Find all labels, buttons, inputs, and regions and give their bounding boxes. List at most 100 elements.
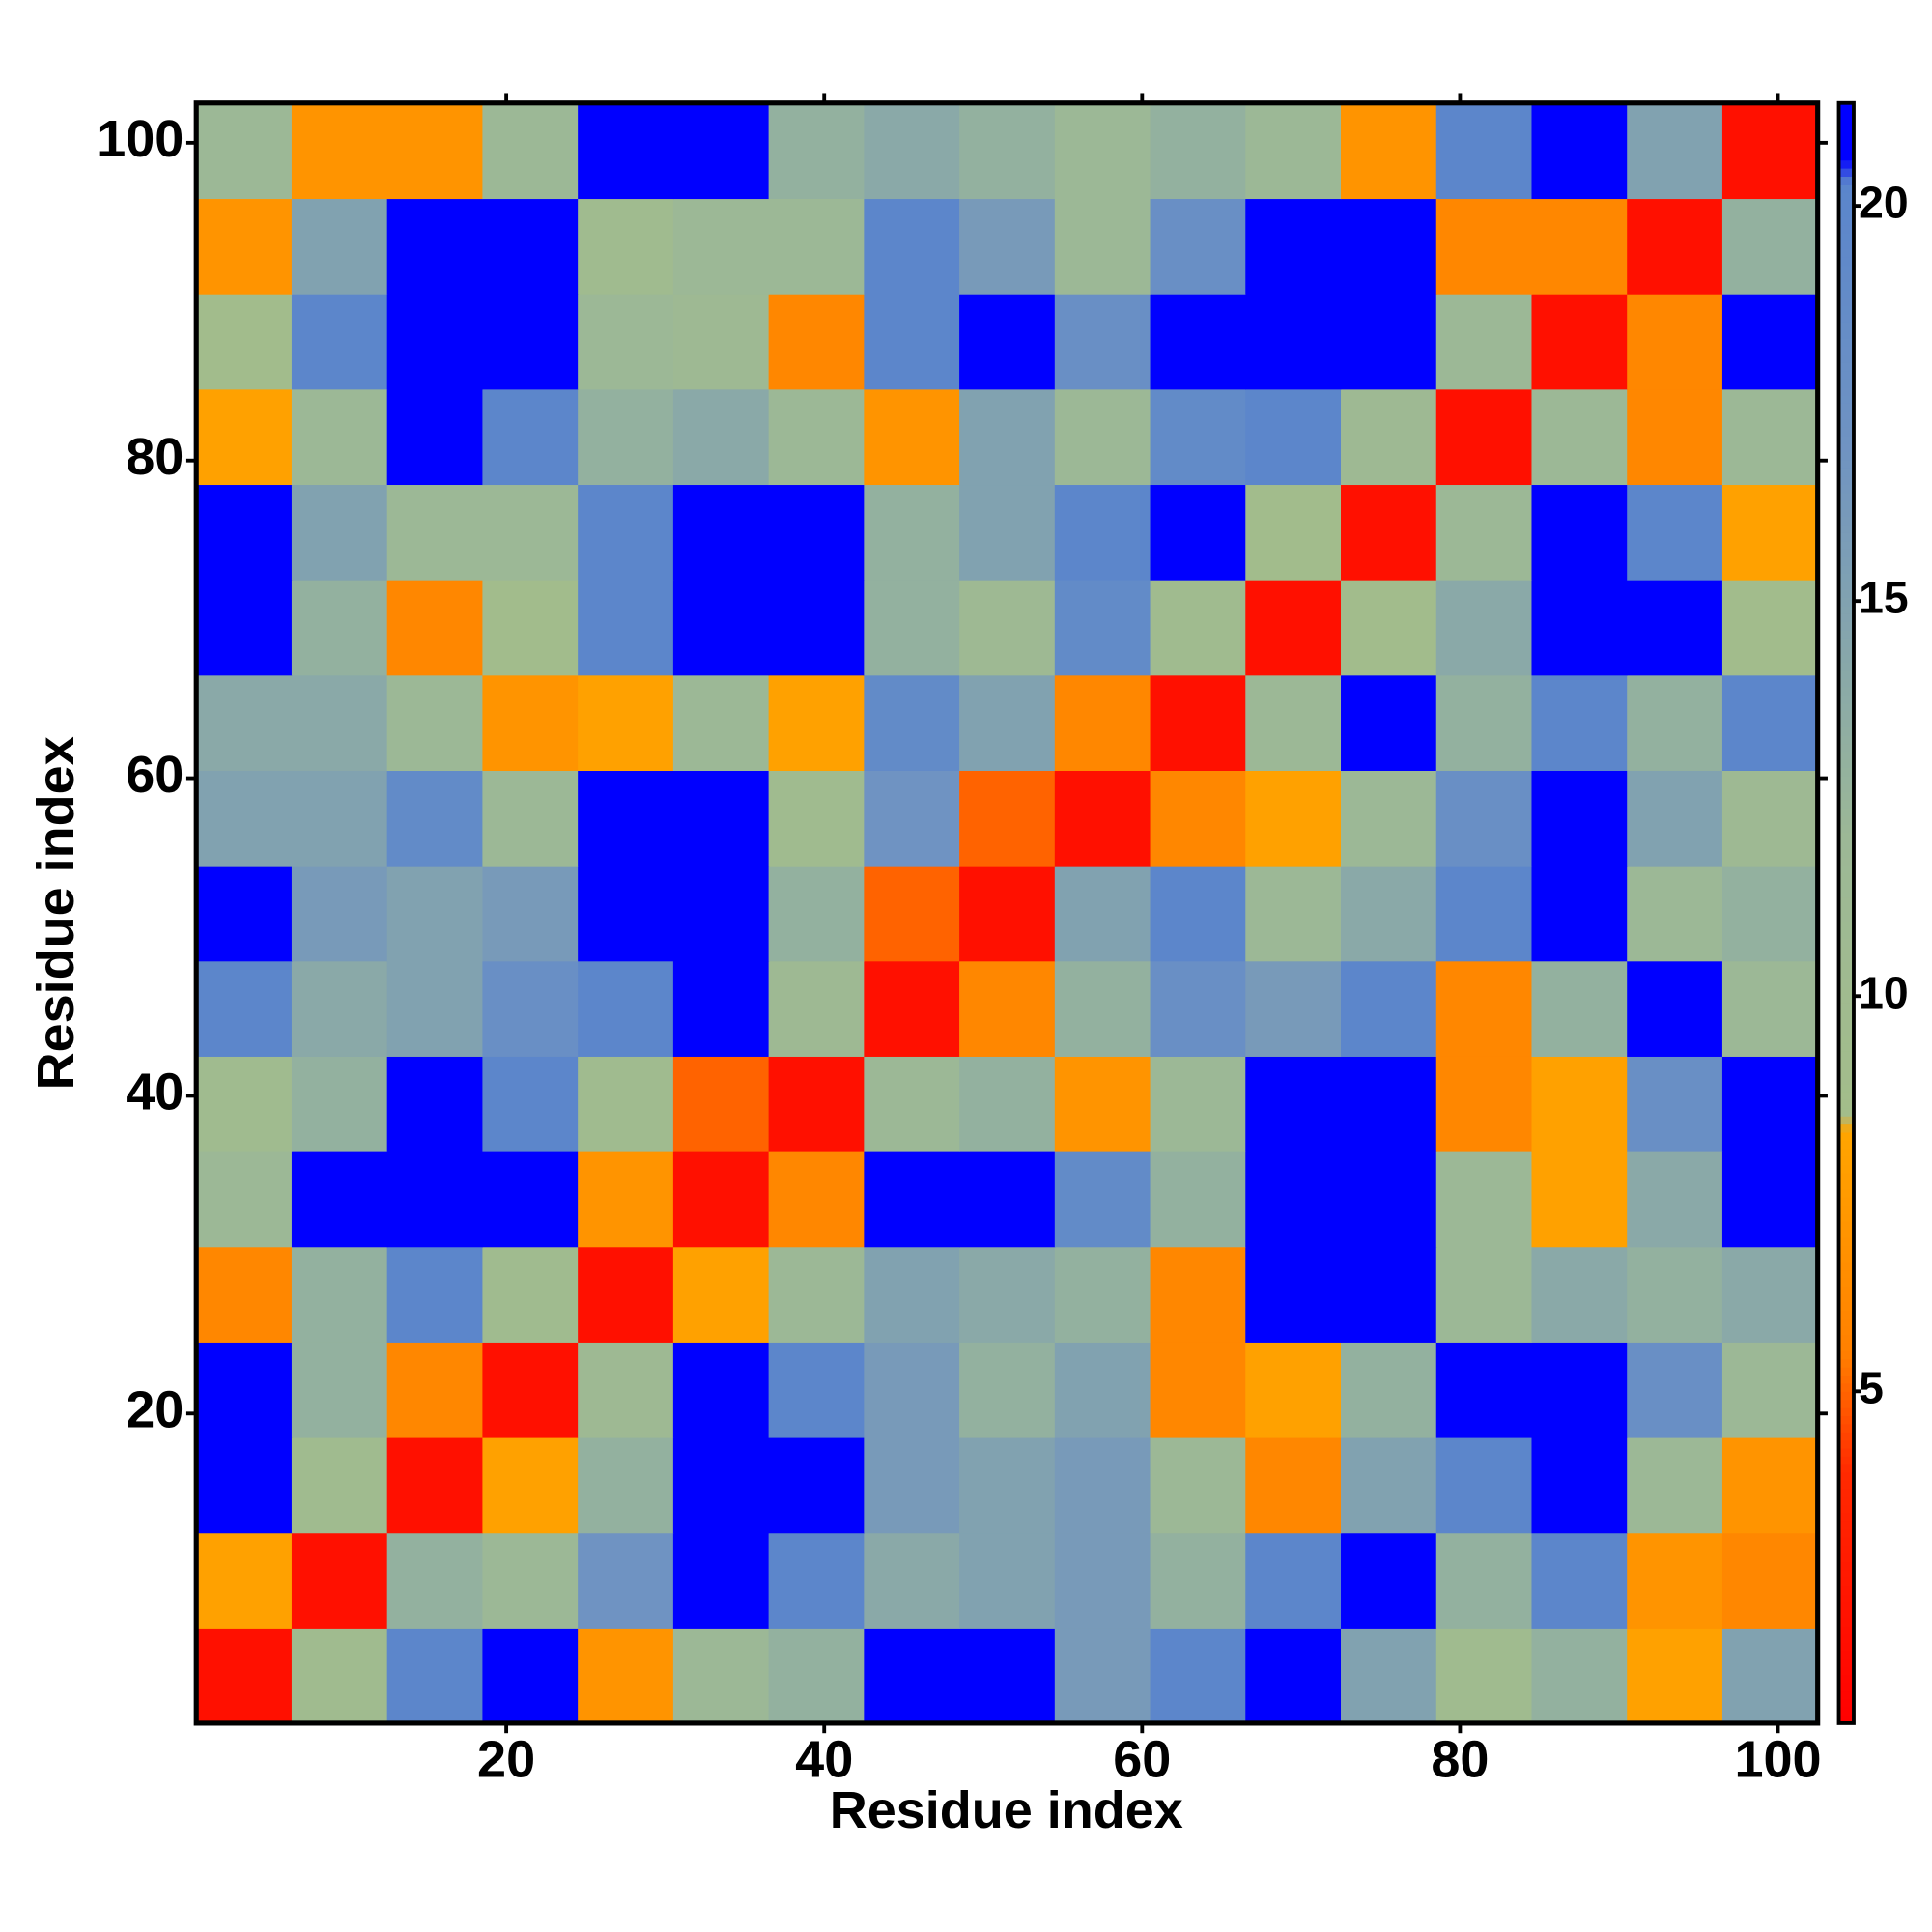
colorbar-segment <box>1838 1050 1854 1061</box>
colorbar-segment <box>1838 1196 1854 1206</box>
heatmap-cell <box>959 294 1056 390</box>
heatmap-cell <box>1341 294 1437 390</box>
heatmap-cell <box>1531 674 1628 771</box>
heatmap-cell <box>386 1342 484 1438</box>
heatmap-cell <box>196 1628 293 1724</box>
x-tick-label: 100 <box>1734 1730 1821 1788</box>
heatmap-cell <box>1054 580 1151 676</box>
colorbar-segment <box>1838 540 1854 550</box>
heatmap-cell <box>864 674 960 771</box>
plot-frame <box>193 100 1821 1726</box>
colorbar-segment <box>1838 1188 1854 1198</box>
colorbar-segment <box>1838 945 1854 955</box>
heatmap-cell <box>1150 1532 1246 1629</box>
heatmap-cell <box>864 770 960 867</box>
colorbar-segment <box>1838 1520 1854 1530</box>
heatmap-cell <box>291 388 388 486</box>
colorbar-segment <box>1838 272 1854 283</box>
colorbar-segment <box>1838 346 1854 355</box>
heatmap-cell <box>1054 770 1151 867</box>
colorbar-segment <box>1838 403 1854 412</box>
colorbar-segment <box>1838 248 1854 258</box>
x-tick-label: 60 <box>1113 1730 1171 1788</box>
colorbar-segment <box>1838 152 1854 161</box>
heatmap-cell <box>1054 388 1151 486</box>
colorbar-segment <box>1838 499 1854 509</box>
colorbar-segment <box>1838 418 1854 428</box>
heatmap-cell <box>386 1628 484 1724</box>
heatmap-cell <box>1245 388 1342 486</box>
heatmap-cell <box>1150 960 1246 1057</box>
heatmap-cell <box>291 198 388 295</box>
colorbar-segment <box>1838 880 1854 890</box>
heatmap-cell <box>768 1342 865 1438</box>
heatmap-cell <box>196 1056 293 1152</box>
colorbar-segment <box>1838 216 1854 226</box>
heatmap-cell <box>1435 580 1533 676</box>
heatmap-cell <box>864 294 960 390</box>
colorbar-segment <box>1838 298 1854 307</box>
heatmap-cell <box>578 294 674 390</box>
heatmap-cell <box>1435 770 1533 867</box>
heatmap-cell <box>1245 1342 1342 1438</box>
heatmap-cell <box>1627 674 1723 771</box>
heatmap-cell <box>1435 1056 1533 1152</box>
heatmap-cell <box>864 1246 960 1343</box>
heatmap-cell <box>768 1056 865 1152</box>
colorbar-segment <box>1838 1480 1854 1490</box>
colorbar-segment <box>1838 1261 1854 1271</box>
colorbar-segment <box>1838 386 1854 396</box>
heatmap-cell <box>291 484 388 581</box>
heatmap-cell <box>291 102 388 200</box>
heatmap-cell <box>959 960 1056 1057</box>
heatmap-cell <box>1721 484 1819 581</box>
colorbar-segment <box>1838 1066 1854 1076</box>
heatmap-cell <box>1531 580 1628 676</box>
heatmap-cell <box>196 960 293 1057</box>
heatmap-cell <box>291 1246 388 1343</box>
colorbar-segment <box>1838 1018 1854 1028</box>
heatmap-cell <box>1721 770 1819 867</box>
colorbar-segment <box>1838 1131 1854 1141</box>
colorbar-segment <box>1838 629 1854 639</box>
colorbar-segment <box>1838 224 1854 234</box>
heatmap-cell <box>1435 1436 1533 1534</box>
colorbar-segment <box>1838 1496 1854 1506</box>
heatmap-cell <box>1341 1532 1437 1629</box>
heatmap-cell <box>1531 866 1628 962</box>
heatmap-cell <box>291 1436 388 1534</box>
heatmap-cell <box>1627 1056 1723 1152</box>
colorbar-segment <box>1838 475 1854 485</box>
colorbar-segment <box>1838 1172 1854 1181</box>
heatmap-cell <box>578 102 674 200</box>
heatmap-cell <box>959 674 1056 771</box>
heatmap-cell <box>672 294 770 390</box>
colorbar-segment <box>1838 394 1854 404</box>
heatmap-cell <box>864 484 960 581</box>
heatmap-cell <box>672 1628 770 1724</box>
heatmap-cell <box>768 770 865 867</box>
heatmap-cell <box>672 1342 770 1438</box>
heatmap-cell <box>672 1436 770 1534</box>
heatmap-cell <box>386 770 484 867</box>
heatmap-cell <box>196 1532 293 1629</box>
heatmap-cell <box>482 1342 579 1438</box>
heatmap-cell <box>578 198 674 295</box>
colorbar-segment <box>1838 1180 1854 1190</box>
heatmap-cell <box>768 1246 865 1343</box>
colorbar-segment <box>1838 435 1854 444</box>
heatmap-cell <box>1531 484 1628 581</box>
heatmap-cell <box>1054 1342 1151 1438</box>
heatmap-cell <box>386 866 484 962</box>
heatmap-cell <box>672 198 770 295</box>
heatmap-cell <box>959 1628 1056 1724</box>
colorbar-segment <box>1838 1456 1854 1465</box>
heatmap-cell <box>482 1628 579 1724</box>
heatmap-cell <box>864 1628 960 1724</box>
colorbar-segment <box>1838 1690 1854 1700</box>
colorbar-segment <box>1838 208 1854 217</box>
heatmap-cell <box>482 1532 579 1629</box>
heatmap-cell <box>482 580 579 676</box>
colorbar-segment <box>1838 856 1854 866</box>
heatmap-cell <box>1054 198 1151 295</box>
